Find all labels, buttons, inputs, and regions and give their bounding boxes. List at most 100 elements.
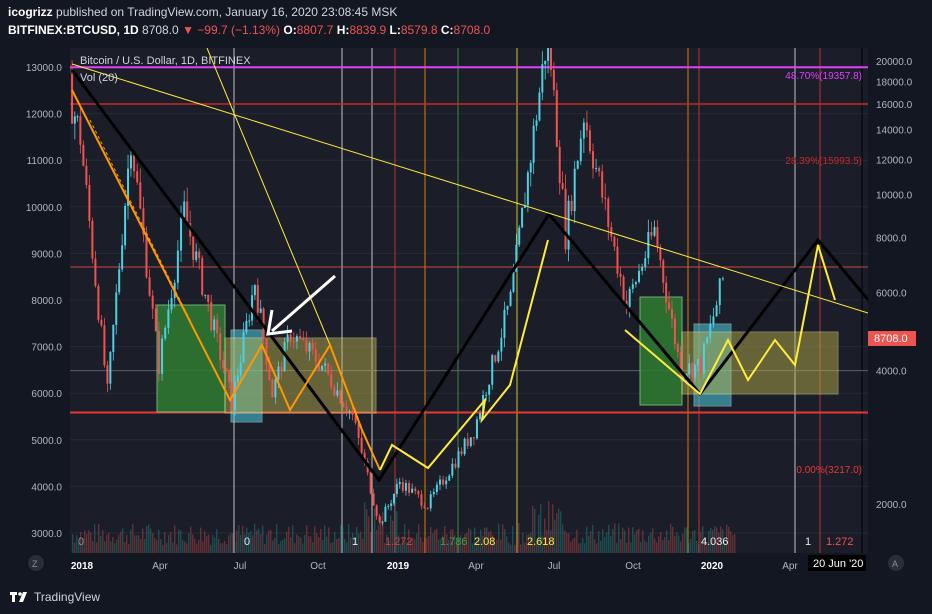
candle-body	[262, 308, 265, 339]
volume-bar	[684, 527, 686, 553]
time-axis-tick: Jul	[548, 561, 561, 572]
right-axis-tick: 20000.0	[876, 57, 913, 68]
cyan-box	[230, 329, 263, 423]
volume-bar	[132, 523, 134, 553]
fib-levels	[70, 66, 868, 414]
candle-body	[157, 331, 160, 374]
volume-bar	[428, 535, 430, 553]
last-price: 8708.0	[142, 23, 179, 37]
candle-body	[532, 125, 535, 163]
tradingview-brand[interactable]: TradingView	[34, 590, 101, 604]
volume-bar	[314, 526, 316, 553]
volume-bar	[202, 541, 204, 553]
fib-time-label: 0	[244, 536, 250, 548]
volume-bar	[414, 539, 416, 553]
volume-bar	[356, 526, 358, 553]
volume-bar	[726, 524, 728, 553]
candle-body	[395, 484, 398, 494]
candle-body	[378, 516, 381, 522]
candle-body	[253, 285, 256, 296]
candle-body	[176, 250, 179, 283]
trend-drawings	[70, 48, 868, 483]
chart-legend: Bitcoin / U.S. Dollar, 1D, BITFINEX Vol …	[80, 55, 251, 84]
volume-bar	[266, 534, 268, 553]
volume-bar	[384, 542, 386, 553]
candle-body	[372, 493, 375, 506]
candle-body	[133, 155, 136, 172]
candle-body	[363, 452, 366, 462]
zoom-button[interactable]	[28, 555, 44, 571]
candle-body	[503, 309, 506, 338]
candle-body	[469, 437, 472, 447]
volume-bar	[636, 530, 638, 553]
right-price-axis[interactable]: 20000.0 18000.0 16000.0 14000.0 12000.0 10000…	[876, 57, 913, 511]
candle-body	[97, 285, 100, 320]
volume-bar	[90, 532, 92, 553]
candle-body	[570, 200, 573, 212]
volume-bar	[140, 539, 142, 553]
volume-bar	[276, 523, 278, 553]
volume-bar	[620, 539, 622, 553]
volume-bar	[442, 535, 444, 553]
volume-bar	[520, 544, 522, 553]
candle-body	[544, 60, 547, 65]
volume-bar	[658, 536, 660, 553]
symbol-label[interactable]: BITFINEX:BTCUSD, 1D	[8, 23, 139, 37]
low-value: 8579.8	[400, 23, 438, 37]
price-chart[interactable]: Bitcoin / U.S. Dollar, 1D, BITFINEX Vol …	[0, 40, 932, 574]
candle-body	[85, 165, 88, 185]
volume-bar	[242, 525, 244, 553]
volume-bar	[682, 533, 684, 553]
candle-body	[442, 479, 445, 485]
candle-body	[82, 144, 85, 166]
tradingview-logo-icon	[10, 592, 27, 602]
candle-body	[641, 266, 644, 271]
time-axis-tick: 2020	[701, 561, 724, 572]
volume-bar	[156, 540, 158, 553]
candle-body	[638, 270, 641, 283]
volume-bar	[534, 508, 536, 553]
volume-bar	[432, 533, 434, 553]
zoom-button-label: Z	[32, 559, 38, 569]
volume-bar	[92, 541, 94, 553]
candle-body	[268, 364, 271, 380]
volume-bar	[194, 538, 196, 553]
volume-bar	[650, 532, 652, 553]
author-name[interactable]: icogrizz	[8, 5, 53, 19]
volume-bar	[506, 536, 508, 553]
volume-bar	[104, 541, 106, 553]
volume-bar	[376, 529, 378, 553]
candle-body	[547, 48, 550, 61]
candle-body	[515, 244, 518, 272]
volume-bar	[284, 538, 286, 553]
fib-time-label: 4.036	[701, 536, 729, 548]
left-axis-tick: 6000.0	[31, 389, 62, 400]
volume-bar	[480, 529, 482, 553]
candle-body	[148, 277, 151, 296]
candle-body	[460, 451, 463, 455]
volume-bar	[302, 543, 304, 553]
candle-body	[535, 120, 538, 126]
volume-bar	[248, 533, 250, 553]
candle-body	[408, 483, 411, 493]
right-axis-tick: 8000.0	[876, 233, 907, 244]
volume-bar	[598, 530, 600, 553]
volume-bar	[578, 543, 580, 553]
left-price-axis[interactable]: 13000.0 12000.0 11000.0 10000.0 9000.0 8000.0…	[26, 63, 63, 540]
volume-bar	[286, 531, 288, 553]
volume-bar	[410, 539, 412, 553]
volume-bar	[336, 538, 338, 553]
volume-bar	[170, 532, 172, 553]
volume-bar	[588, 536, 590, 553]
time-axis[interactable]: 2018 Apr Jul Oct 2019 Apr Jul Oct 2020 Apr	[71, 561, 799, 572]
volume-bar	[586, 526, 588, 553]
candle-body	[670, 309, 673, 319]
auto-scale-button[interactable]	[888, 555, 904, 571]
candle-body	[610, 227, 613, 237]
candle-body	[576, 160, 579, 169]
volume-bar	[592, 524, 594, 553]
candle-body	[541, 64, 544, 93]
volume-bar	[216, 529, 218, 553]
volume-bar	[74, 542, 76, 553]
candle-body	[204, 294, 207, 296]
